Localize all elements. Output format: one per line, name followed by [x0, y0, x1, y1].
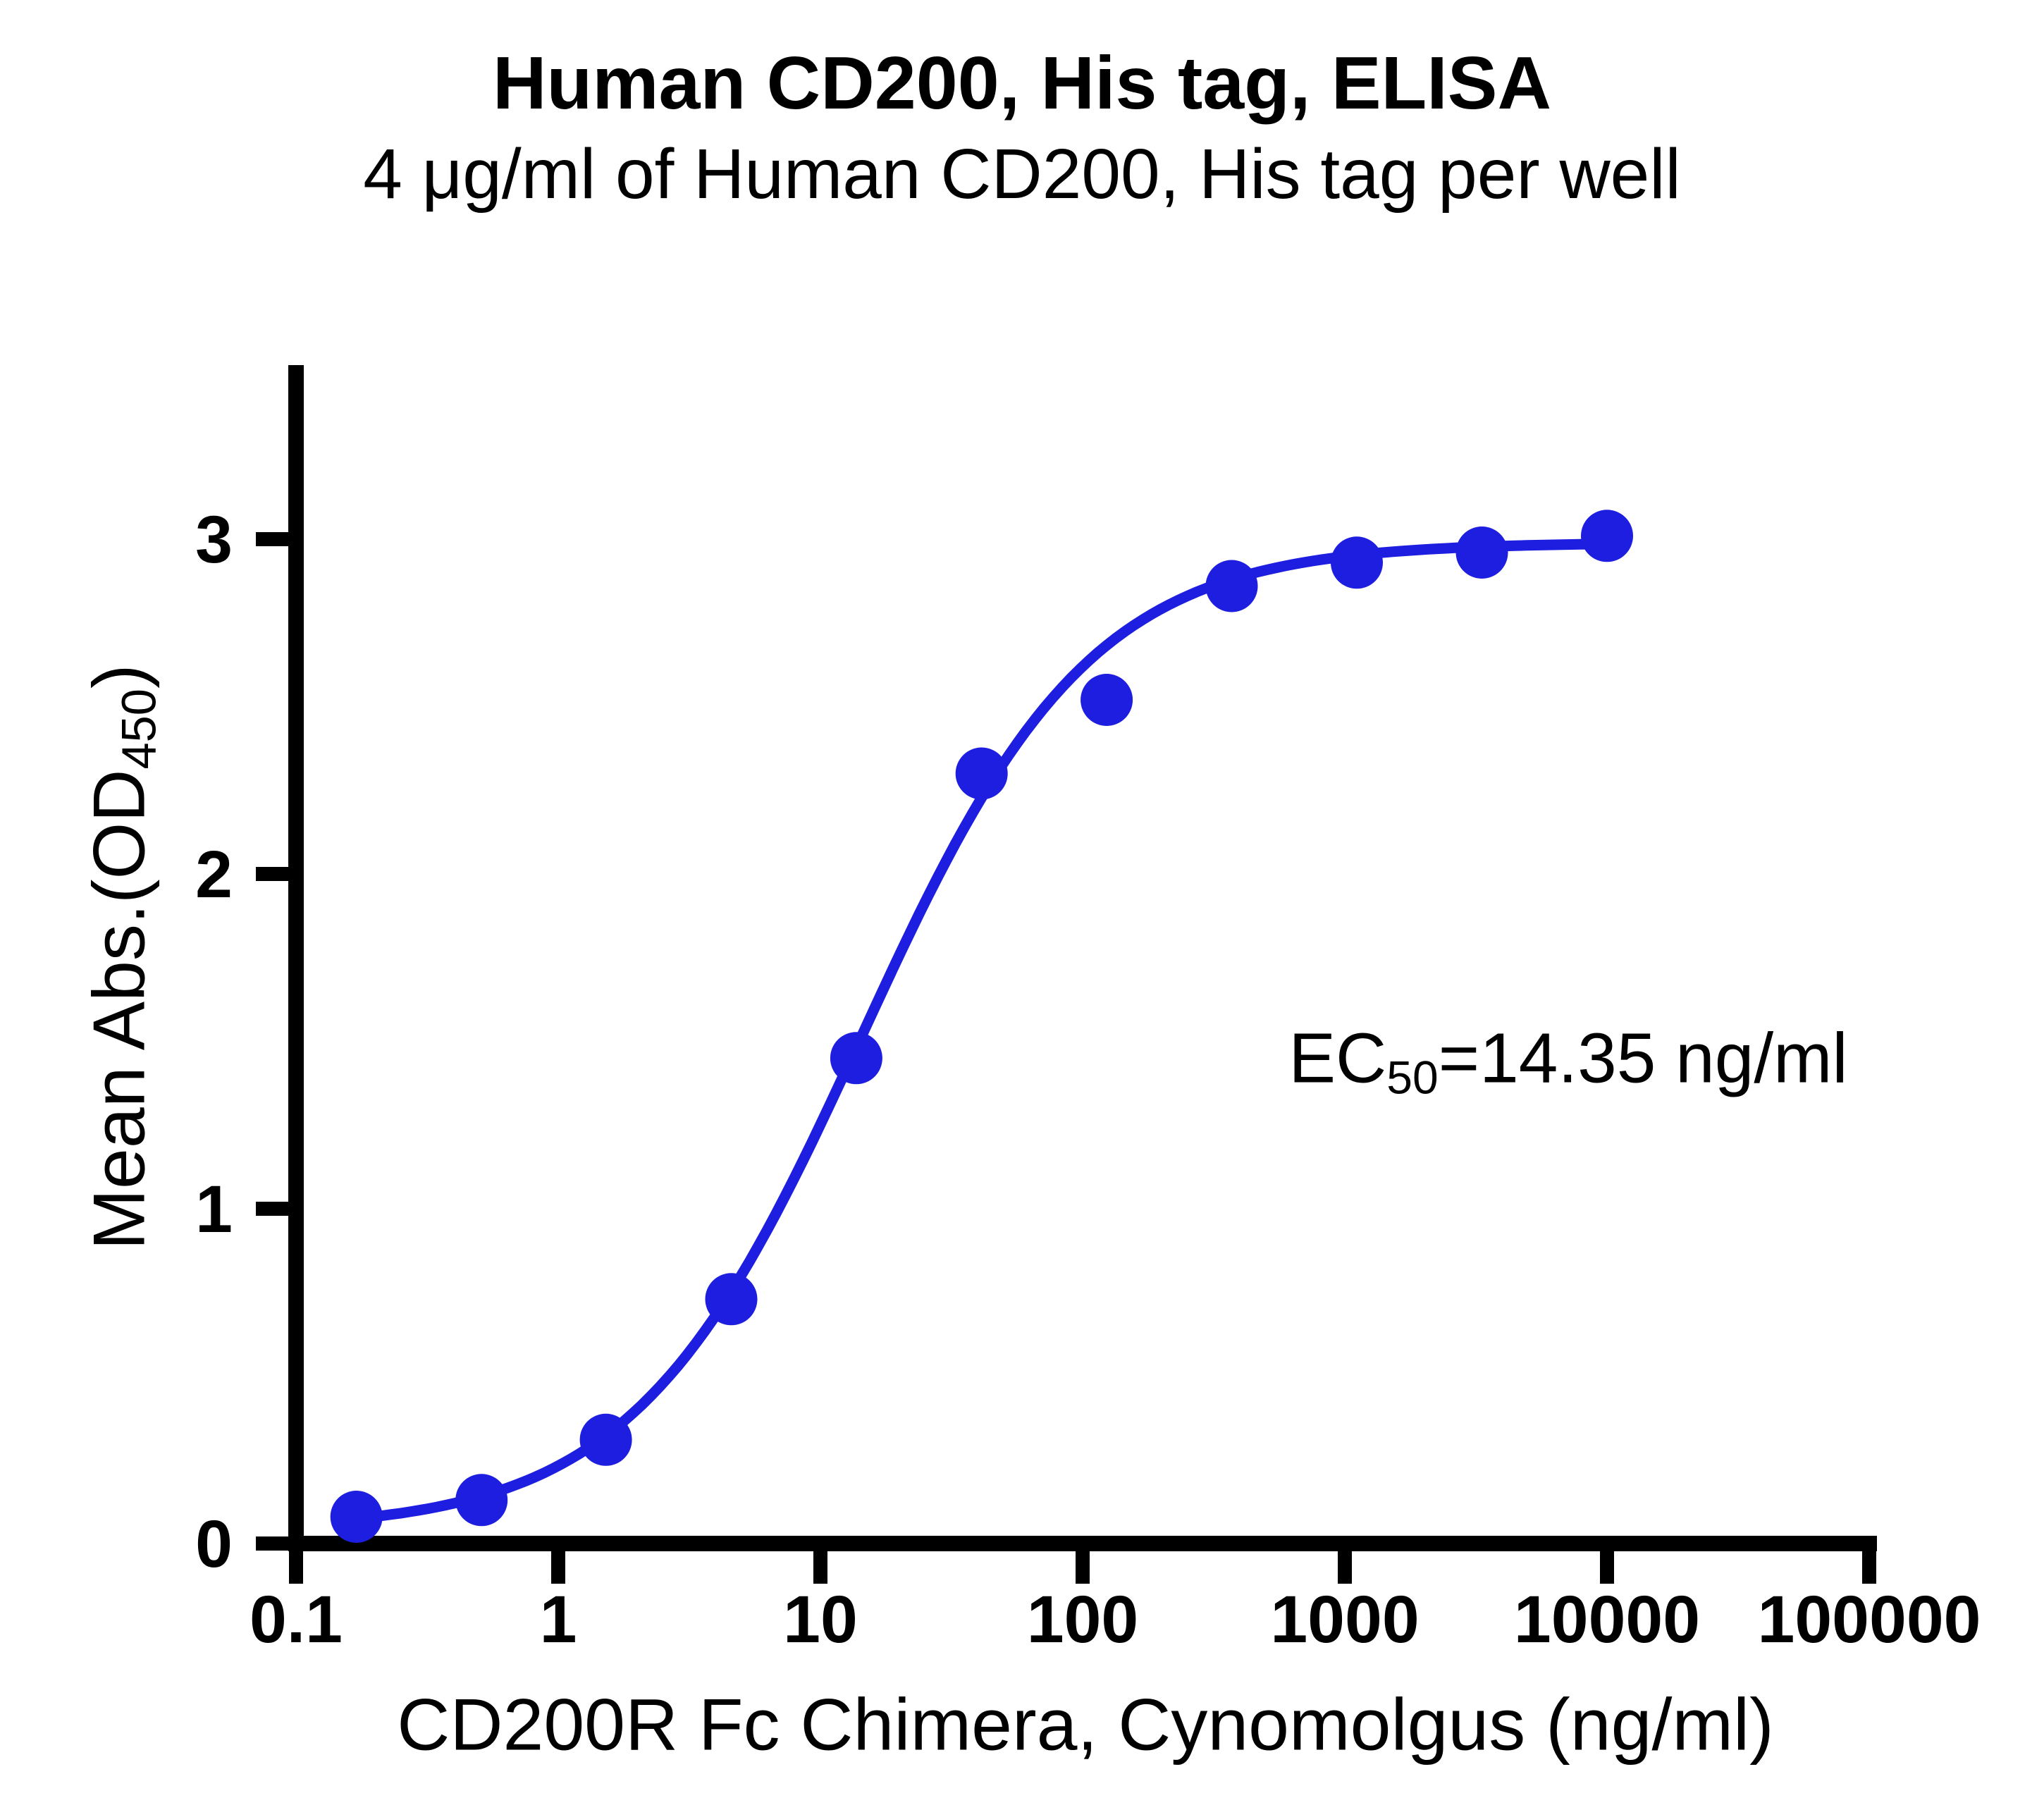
ec50-annotation-prefix: EC — [1288, 1018, 1387, 1098]
data-point — [705, 1273, 758, 1326]
data-point — [1205, 560, 1258, 612]
y-tick — [256, 1202, 288, 1216]
ec50-annotation-subscript: 50 — [1386, 1051, 1439, 1104]
x-tick-label: 1 — [540, 1582, 577, 1657]
fit-curve — [351, 538, 1613, 1525]
x-tick — [813, 1551, 827, 1584]
x-tick — [1600, 1551, 1614, 1584]
x-tick-label: 100 — [1027, 1582, 1139, 1657]
y-tick-label: 2 — [195, 837, 233, 912]
ec50-annotation: EC50=14.35 ng/ml — [1288, 1018, 1848, 1104]
x-axis-line — [288, 1536, 1877, 1551]
data-point — [1081, 674, 1133, 726]
x-axis-label: CD200R Fc Chimera, Cynomolgus (ng/ml) — [397, 1684, 1774, 1766]
ec50-annotation-value: =14.35 ng/ml — [1438, 1018, 1848, 1098]
y-tick-label: 3 — [195, 503, 233, 577]
data-point — [1331, 536, 1383, 589]
y-tick-label: 1 — [195, 1172, 233, 1247]
data-point — [955, 747, 1008, 800]
data-point — [579, 1413, 632, 1466]
y-tick — [256, 532, 288, 546]
data-point — [1455, 526, 1508, 579]
y-tick — [256, 1536, 288, 1551]
x-tick-label: 10 — [783, 1582, 858, 1657]
x-tick — [551, 1551, 565, 1584]
x-tick-label: 0.1 — [250, 1582, 343, 1657]
y-tick-label: 0 — [195, 1507, 233, 1582]
chart-subtitle: 4 μg/ml of Human CD200, His tag per well — [363, 135, 1681, 214]
data-point — [830, 1032, 882, 1085]
y-tick — [256, 867, 288, 881]
x-tick-label: 1000 — [1270, 1582, 1419, 1657]
data-point — [455, 1474, 508, 1527]
x-tick — [1338, 1551, 1352, 1584]
x-tick-label: 10000 — [1514, 1582, 1700, 1657]
x-tick — [289, 1551, 303, 1584]
x-tick — [1076, 1551, 1090, 1584]
chart-title: Human CD200, His tag, ELISA — [492, 42, 1551, 125]
data-point — [330, 1491, 383, 1543]
x-tick-label: 100000 — [1757, 1582, 1981, 1657]
y-axis-line — [288, 365, 304, 1551]
data-point — [1581, 510, 1633, 562]
x-tick — [1862, 1551, 1876, 1584]
